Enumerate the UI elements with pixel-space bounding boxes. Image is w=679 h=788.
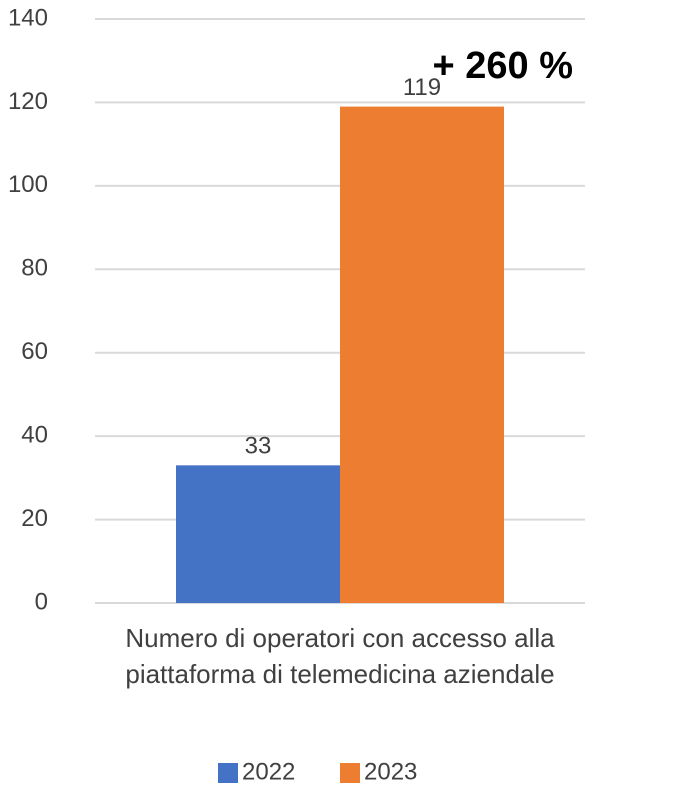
y-tick-label: 20 <box>21 505 48 532</box>
annotation: + 260 % <box>433 45 574 87</box>
y-tick-label: 0 <box>35 588 48 615</box>
bar <box>340 106 504 603</box>
y-tick-label: 80 <box>21 255 48 282</box>
y-tick-label: 40 <box>21 421 48 448</box>
legend-label: 2022 <box>242 758 295 785</box>
bar <box>176 465 340 603</box>
value-label: 119 <box>403 74 441 101</box>
legend-label: 2023 <box>364 758 417 785</box>
value-label: 33 <box>245 433 272 460</box>
legend-swatch <box>218 763 238 783</box>
y-tick-label: 120 <box>8 88 48 115</box>
x-tick-label: Numero di operatori con accesso alla pia… <box>125 623 555 689</box>
y-tick-label: 100 <box>8 171 48 198</box>
y-tick-label: 140 <box>8 4 48 31</box>
legend-swatch <box>340 763 360 783</box>
y-tick-label: 60 <box>21 338 48 365</box>
